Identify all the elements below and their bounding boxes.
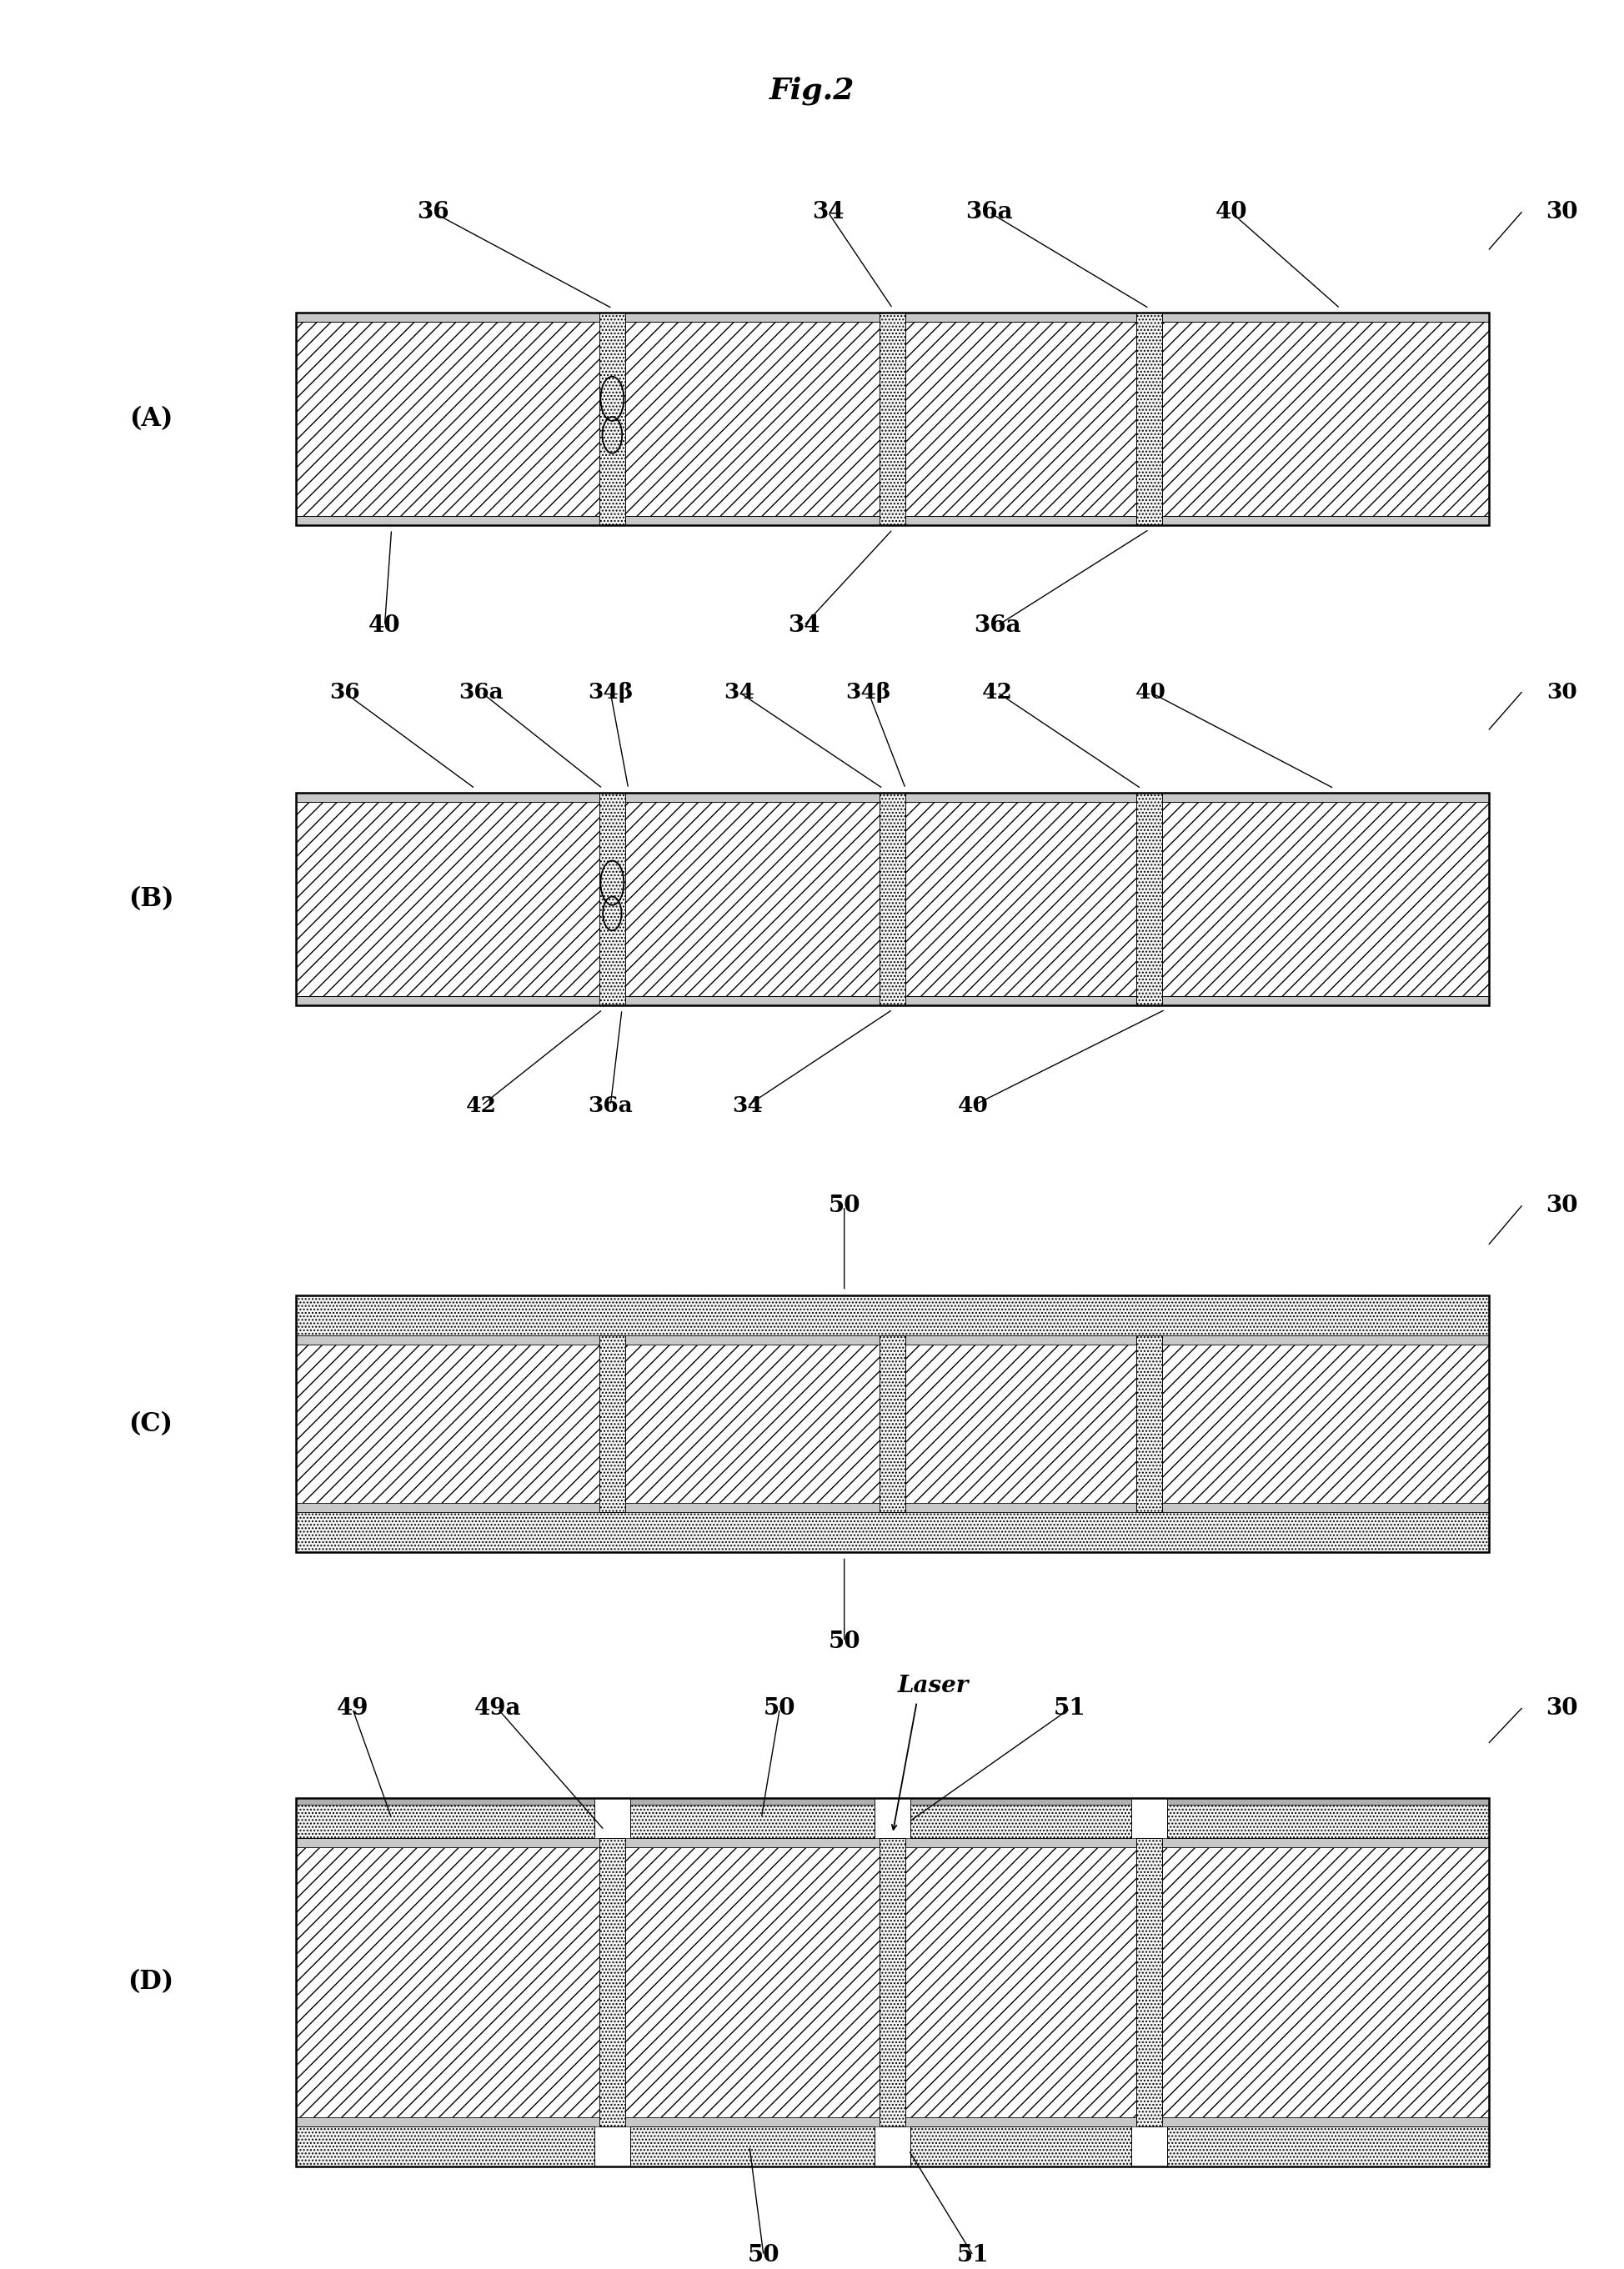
- Bar: [599, 792, 625, 1005]
- Bar: [296, 313, 1489, 322]
- Bar: [296, 1847, 599, 2117]
- Text: (A): (A): [128, 406, 172, 431]
- Text: 34: 34: [788, 615, 820, 638]
- Bar: [296, 1502, 1489, 1511]
- Bar: [630, 2126, 875, 2167]
- Text: 49a: 49a: [474, 1697, 521, 1720]
- Text: 30: 30: [1546, 683, 1577, 703]
- Bar: [880, 313, 906, 524]
- Bar: [1163, 801, 1489, 996]
- Bar: [296, 322, 599, 515]
- Text: 36a: 36a: [966, 202, 1013, 225]
- Bar: [599, 313, 625, 524]
- Text: 30: 30: [1546, 1196, 1579, 1216]
- Bar: [296, 1336, 1489, 1346]
- Text: 42: 42: [466, 1096, 497, 1116]
- Text: 50: 50: [828, 1196, 861, 1216]
- Bar: [296, 1296, 1489, 1336]
- Bar: [296, 996, 1489, 1005]
- Bar: [1137, 1336, 1163, 1511]
- Bar: [1163, 322, 1489, 515]
- Text: (B): (B): [128, 887, 174, 912]
- Bar: [1137, 1838, 1163, 2126]
- Bar: [296, 1797, 1489, 2167]
- Bar: [1168, 1797, 1489, 1838]
- Bar: [1163, 1847, 1489, 2117]
- Bar: [911, 2126, 1132, 2167]
- Text: 36: 36: [417, 202, 450, 225]
- Text: 34β: 34β: [846, 683, 892, 703]
- Bar: [911, 1797, 1132, 1804]
- Bar: [625, 1847, 880, 2117]
- Text: 51: 51: [957, 2244, 989, 2267]
- Text: 50: 50: [747, 2244, 780, 2267]
- Text: 34: 34: [724, 683, 755, 703]
- Text: 34: 34: [732, 1096, 763, 1116]
- Bar: [296, 1296, 1489, 1552]
- Bar: [296, 313, 1489, 524]
- Bar: [296, 801, 599, 996]
- Text: 34: 34: [812, 202, 844, 225]
- Bar: [880, 1838, 906, 2126]
- Bar: [296, 2117, 1489, 2126]
- Text: 42: 42: [983, 683, 1013, 703]
- Text: Laser: Laser: [898, 1675, 968, 1697]
- Bar: [625, 1346, 880, 1502]
- Text: (D): (D): [128, 1969, 174, 1994]
- Text: 40: 40: [1215, 202, 1247, 225]
- Bar: [1137, 313, 1163, 524]
- Bar: [1163, 1346, 1489, 1502]
- Bar: [296, 1797, 594, 1838]
- Text: 49: 49: [336, 1697, 369, 1720]
- Bar: [880, 792, 906, 1005]
- Bar: [599, 1838, 625, 2126]
- Bar: [906, 322, 1137, 515]
- Bar: [296, 515, 1489, 524]
- Bar: [1168, 1797, 1489, 1804]
- Text: 50: 50: [763, 1697, 796, 1720]
- Text: 40: 40: [369, 615, 401, 638]
- Text: 40: 40: [1135, 683, 1166, 703]
- Text: 40: 40: [958, 1096, 989, 1116]
- Bar: [880, 1336, 906, 1511]
- Bar: [296, 1511, 1489, 1552]
- Bar: [906, 1847, 1137, 2117]
- Text: 50: 50: [828, 1629, 861, 1652]
- Text: 36: 36: [330, 683, 359, 703]
- Bar: [296, 2126, 594, 2167]
- Bar: [630, 1797, 875, 1804]
- Text: 34β: 34β: [588, 683, 633, 703]
- Text: 51: 51: [1054, 1697, 1086, 1720]
- Bar: [906, 1346, 1137, 1502]
- Bar: [296, 1838, 1489, 1847]
- Text: 30: 30: [1546, 202, 1579, 225]
- Text: 30: 30: [1546, 1697, 1579, 1720]
- Bar: [630, 1797, 875, 1838]
- Bar: [625, 322, 880, 515]
- Text: 36a: 36a: [460, 683, 503, 703]
- Bar: [625, 801, 880, 996]
- Bar: [296, 792, 1489, 801]
- Bar: [599, 1336, 625, 1511]
- Text: 36a: 36a: [974, 615, 1021, 638]
- Bar: [1168, 2126, 1489, 2167]
- Bar: [911, 1797, 1132, 1838]
- Bar: [296, 1346, 599, 1502]
- Bar: [296, 1797, 594, 1804]
- Text: Fig.2: Fig.2: [770, 77, 854, 104]
- Bar: [906, 801, 1137, 996]
- Bar: [296, 792, 1489, 1005]
- Text: 36a: 36a: [588, 1096, 633, 1116]
- Bar: [1137, 792, 1163, 1005]
- Text: (C): (C): [128, 1411, 174, 1436]
